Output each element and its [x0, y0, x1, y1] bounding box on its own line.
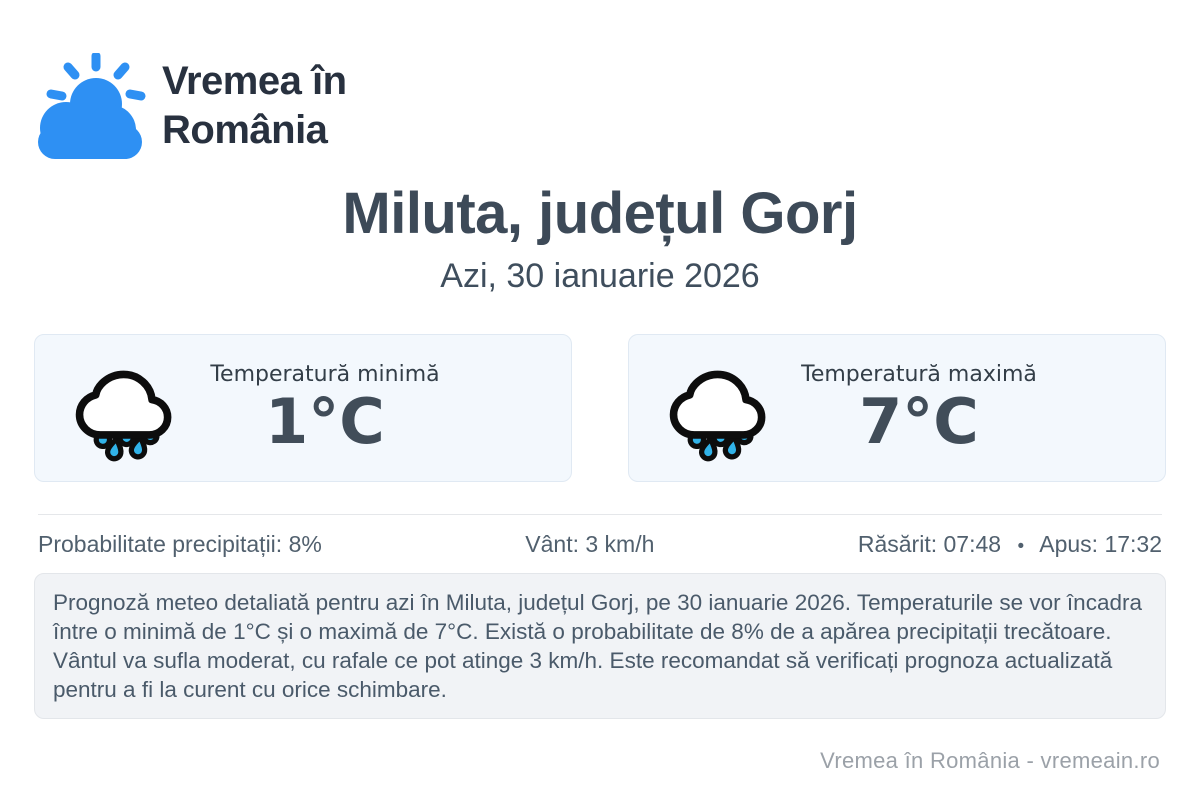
wind-stat: Vânt: 3 km/h — [525, 531, 655, 557]
min-temperature-label: Temperatură minimă — [210, 361, 440, 387]
precipitation-stat: Probabilitate precipitații: 8% — [38, 531, 322, 557]
page-title: Miluta, județul Gorj — [342, 181, 858, 246]
sunrise-stat: Răsărit: 07:48 — [857, 531, 1002, 557]
min-temperature-text: Temperatură minimă 1°C — [183, 362, 467, 454]
footer-credit: Vremea în România - vremeain.ro — [820, 748, 1160, 773]
max-temperature-card: Temperatură maximă 7°C — [628, 334, 1166, 482]
logo-line-1: Vremea în — [162, 58, 347, 103]
forecast-summary: Prognoză meteo detaliată pentru azi în M… — [34, 573, 1166, 719]
rain-cloud-icon — [75, 370, 172, 462]
temperature-cards: Temperatură minimă 1°C Temperatură maxim… — [34, 334, 1166, 482]
min-temperature-card: Temperatură minimă 1°C — [34, 334, 572, 482]
divider — [38, 514, 1162, 515]
rain-cloud-icon — [669, 370, 766, 462]
site-header: Vremea în România — [34, 52, 1166, 160]
date-subtitle: Azi, 30 ianuarie 2026 — [440, 257, 760, 295]
stats-row: Probabilitate precipitații: 8% Vânt: 3 k… — [34, 531, 1166, 558]
site-logo-text: Vremea în România — [162, 57, 347, 155]
min-temperature-value: 1°C — [265, 384, 385, 458]
logo-line-2: România — [162, 108, 328, 152]
site-logo: Vremea în România — [34, 53, 347, 159]
sun-times-stat: Răsărit: 07:48 • Apus: 17:32 — [858, 531, 1162, 558]
sunset-stat: Apus: 17:32 — [1039, 531, 1162, 557]
max-temperature-value: 7°C — [859, 384, 979, 458]
bullet-separator: • — [1017, 536, 1025, 557]
max-temperature-label: Temperatură maximă — [801, 361, 1037, 387]
sun-cloud-icon — [38, 53, 146, 159]
max-temperature-text: Temperatură maximă 7°C — [777, 362, 1061, 454]
